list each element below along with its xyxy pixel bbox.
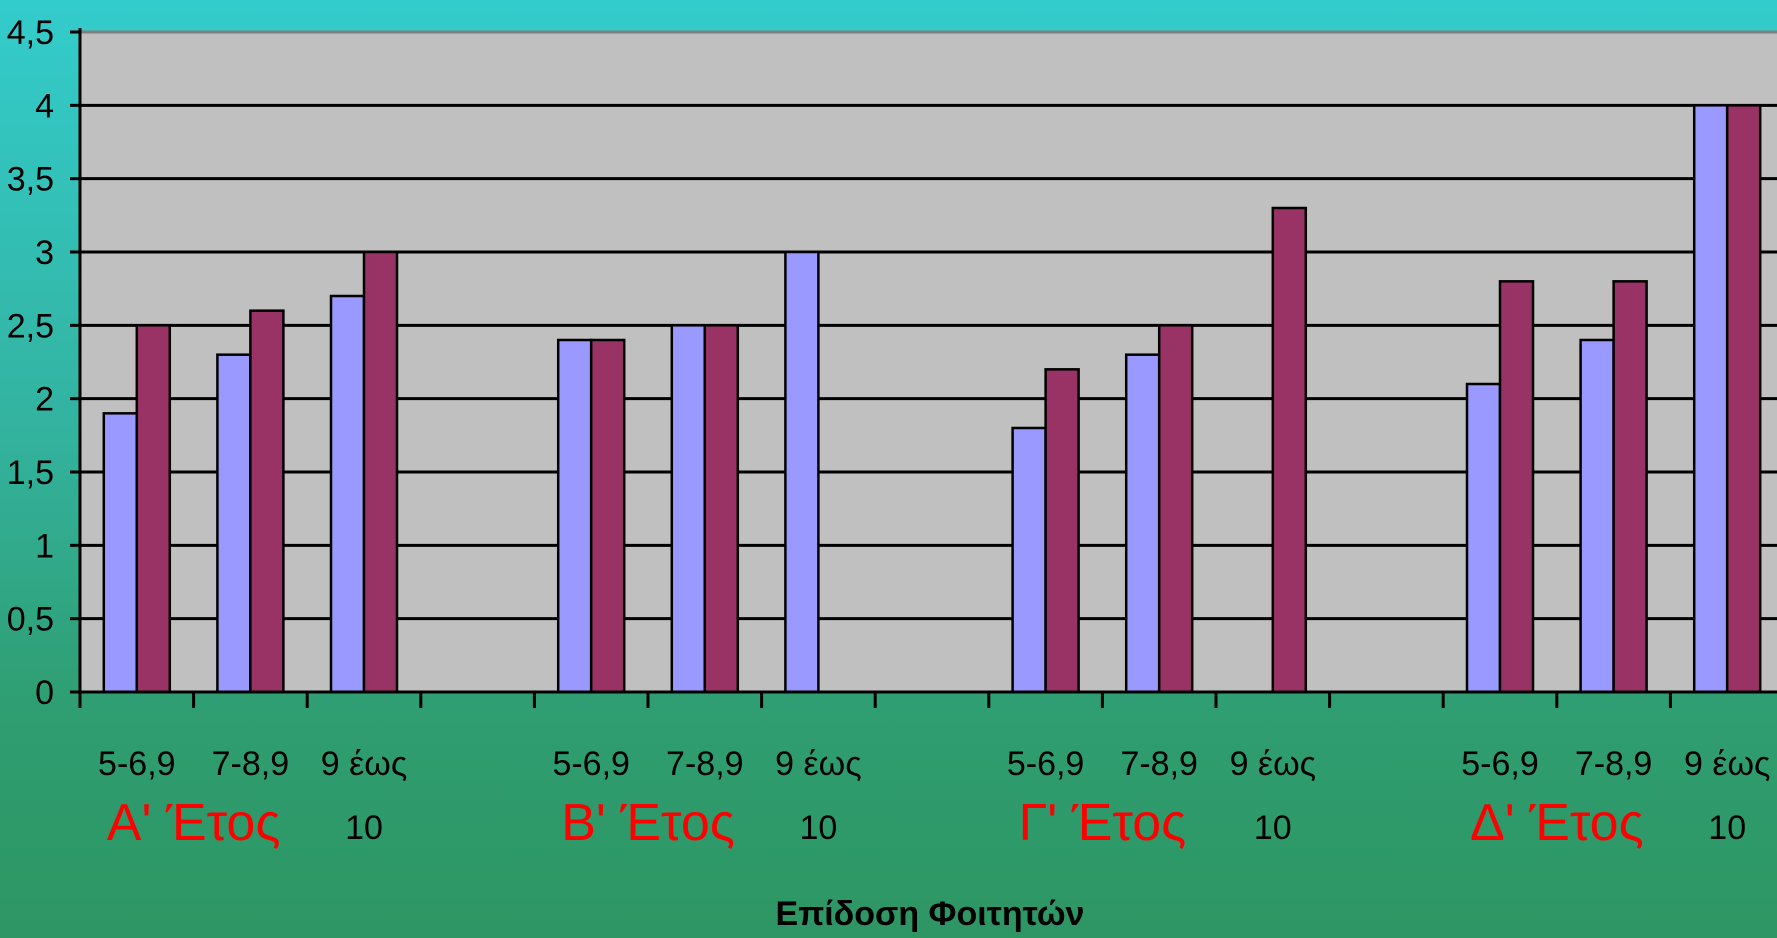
bar-series-2 — [362, 250, 399, 694]
x-category-label: 7-8,9 — [1575, 745, 1653, 783]
bar-series-2 — [1725, 104, 1762, 694]
x-category-label: 9 έως — [1230, 745, 1316, 783]
bar-series-1 — [1465, 382, 1502, 694]
x-category-label: 7-8,9 — [1120, 745, 1198, 783]
bar-series-2 — [1612, 280, 1648, 694]
bar-series-1 — [1124, 353, 1161, 694]
y-tick-label: 3,5 — [7, 161, 54, 199]
y-tick-label: 3 — [35, 234, 54, 272]
x-category-labels: 5-6,9 7-8,9 9 έως 10 5-6,9 7-8,9 9 έως 10 5-6,9 7… — [98, 745, 1770, 847]
bar-series-1 — [102, 412, 139, 694]
group-label: Β' Έτος — [561, 794, 735, 852]
x-category-label: 10 — [1254, 809, 1292, 847]
y-tick-labels: 0 0,5 1 1,5 2 2,5 3 3,5 4 4,5 — [7, 14, 54, 712]
group-label: Α' Έτος — [107, 794, 281, 852]
y-tick-label: 1 — [35, 527, 54, 565]
bar-series-2 — [1498, 280, 1535, 694]
x-category-label: 5-6,9 — [98, 745, 176, 783]
bar-series-2 — [135, 324, 172, 694]
y-tick-label: 1,5 — [7, 454, 54, 492]
bar-series-1 — [1579, 338, 1615, 694]
x-category-label: 10 — [799, 809, 837, 847]
bar-series-1 — [784, 250, 820, 694]
y-tick-label: 0,5 — [7, 601, 54, 639]
x-category-label: 7-8,9 — [666, 745, 744, 783]
y-tick-label: 0 — [35, 674, 54, 712]
bar-series-1 — [1692, 104, 1729, 694]
bar-series-2 — [589, 338, 626, 694]
bar-series-1 — [1011, 426, 1047, 694]
bar-series-2 — [1157, 324, 1194, 694]
y-tick-label: 4 — [35, 87, 54, 125]
y-tick-label: 2 — [35, 381, 54, 419]
x-category-label: 5-6,9 — [1007, 745, 1085, 783]
y-tick-label: 2,5 — [7, 307, 54, 345]
group-label: Γ' Έτος — [1019, 794, 1187, 852]
group-labels: Α' Έτος Β' Έτος Γ' Έτος Δ' Έτος — [107, 794, 1644, 852]
x-category-label: 5-6,9 — [1461, 745, 1539, 783]
axes — [70, 28, 1777, 708]
bar-series-2 — [1044, 368, 1080, 694]
x-category-label: 10 — [345, 809, 383, 847]
x-axis-title: Επίδοση Φοιτητών — [776, 895, 1085, 933]
bars — [102, 104, 1762, 694]
bar-series-2 — [249, 309, 285, 694]
x-category-label: 9 έως — [321, 745, 407, 783]
x-category-label: 7-8,9 — [212, 745, 290, 783]
bar-series-2 — [703, 324, 740, 694]
bar-series-2 — [1271, 206, 1308, 694]
x-category-label: 9 έως — [775, 745, 861, 783]
y-tick-label: 4,5 — [7, 14, 54, 52]
group-label: Δ' Έτος — [1470, 794, 1644, 852]
x-category-label: 5-6,9 — [552, 745, 630, 783]
bar-series-1 — [216, 353, 252, 694]
bar-series-1 — [329, 294, 366, 694]
x-category-label: 9 έως — [1684, 745, 1770, 783]
x-category-label: 10 — [1708, 809, 1746, 847]
bar-series-1 — [556, 338, 593, 694]
bar-series-1 — [670, 324, 707, 694]
